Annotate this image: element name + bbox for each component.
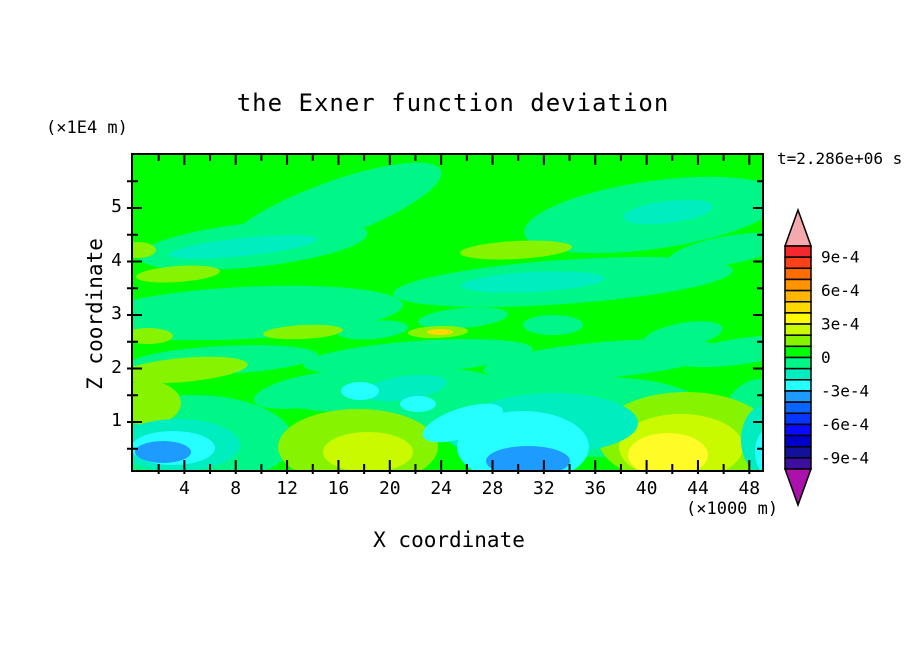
colorbar-segment xyxy=(784,334,812,348)
x-tick-label: 24 xyxy=(430,478,452,499)
colorbar-segment xyxy=(784,457,812,470)
contour-region xyxy=(673,334,762,368)
colorbar-segment xyxy=(784,289,812,303)
colorbar-label: -6e-4 xyxy=(821,415,869,434)
contour-region xyxy=(461,271,605,293)
contour-region xyxy=(486,446,570,470)
contour-region xyxy=(363,374,447,402)
contour-region xyxy=(263,324,343,340)
x-axis-unit-label: (×1000 m) xyxy=(686,499,779,519)
y-tick-label: 4 xyxy=(111,249,122,271)
contour-region xyxy=(400,396,436,412)
colorbar-under-arrow xyxy=(783,468,813,508)
colorbar-segment xyxy=(784,401,812,415)
colorbar-segment xyxy=(784,390,812,403)
contour-region xyxy=(643,321,723,349)
colorbar-segment xyxy=(784,412,812,426)
contour-region xyxy=(323,432,413,470)
x-axis-title: X coordinate xyxy=(373,528,525,552)
y-axis-unit-label: (×1E4 m) xyxy=(46,118,128,138)
colorbar-label: -3e-4 xyxy=(821,381,869,400)
contour-region xyxy=(422,403,504,443)
contour-region xyxy=(303,339,533,375)
x-tick-label: 12 xyxy=(276,478,298,499)
contour-region xyxy=(341,382,379,400)
colorbar-label: 6e-4 xyxy=(821,281,860,300)
contour-region xyxy=(418,307,508,329)
contour-plot-frame xyxy=(127,153,764,474)
y-tick-label: 1 xyxy=(111,410,122,431)
contour-field xyxy=(133,155,762,470)
colorbar-segment xyxy=(784,379,812,392)
colorbar-label: 0 xyxy=(821,348,831,367)
colorbar-svg: 9e-4 6e-4 3e-4 0 -3e-4 -6e-4 -9e-4 xyxy=(783,207,869,508)
contour-region xyxy=(133,381,181,425)
x-tick-label: 40 xyxy=(635,478,658,499)
colorbar-segment xyxy=(784,278,812,292)
colorbar-segment xyxy=(784,345,812,359)
colorbar-segment xyxy=(784,434,812,448)
x-tick-label: 32 xyxy=(533,478,555,499)
plot-title: the Exner function deviation xyxy=(236,89,670,117)
colorbar-segment xyxy=(784,245,812,258)
colorbar-segment xyxy=(784,312,812,325)
contour-region xyxy=(338,320,408,340)
contour-region xyxy=(135,441,191,463)
y-tick-label: 2 xyxy=(111,356,122,378)
colorbar-label: -9e-4 xyxy=(821,448,869,467)
y-tick-label: 5 xyxy=(111,196,122,217)
contour-region xyxy=(136,265,220,283)
contour-region xyxy=(133,356,248,384)
x-tick-label: 48 xyxy=(738,478,761,499)
contour-region xyxy=(133,242,156,258)
y-tick-label: 3 xyxy=(111,303,122,324)
contour-region xyxy=(224,162,442,258)
colorbar-segment xyxy=(784,256,812,270)
time-label: t=2.286e+06 s xyxy=(777,149,903,168)
contour-region xyxy=(168,235,318,259)
colorbar-segment xyxy=(784,445,812,459)
contour-region xyxy=(628,433,708,470)
x-tick-label: 44 xyxy=(687,478,709,499)
x-tick-label: 36 xyxy=(584,478,607,499)
contour-region xyxy=(523,315,583,335)
colorbar-segment xyxy=(784,267,812,281)
contour-region xyxy=(623,199,713,225)
colorbar-over-arrow xyxy=(783,207,813,247)
contour-svg xyxy=(127,155,762,474)
contour-region xyxy=(668,232,762,268)
contour-region xyxy=(427,329,453,335)
contour-region xyxy=(133,328,173,344)
contour-region xyxy=(483,339,723,381)
x-tick-label: 4 xyxy=(178,478,190,499)
colorbar-segment xyxy=(784,367,812,381)
colorbar-segment xyxy=(784,356,812,370)
x-tick-label: 8 xyxy=(230,478,242,499)
colorbar-segment xyxy=(784,423,812,437)
x-tick-label: 16 xyxy=(327,478,350,499)
contour-region xyxy=(460,240,572,260)
colorbar-segment xyxy=(784,323,812,336)
contour-region xyxy=(755,431,762,470)
y-axis-title: Z coordinate xyxy=(83,238,107,390)
colorbar-label: 9e-4 xyxy=(821,248,860,267)
contour-region xyxy=(253,371,373,409)
x-tick-label: 28 xyxy=(481,478,504,499)
colorbar-label: 3e-4 xyxy=(821,315,860,334)
x-tick-label: 20 xyxy=(378,478,401,499)
colorbar-segment xyxy=(784,301,812,314)
